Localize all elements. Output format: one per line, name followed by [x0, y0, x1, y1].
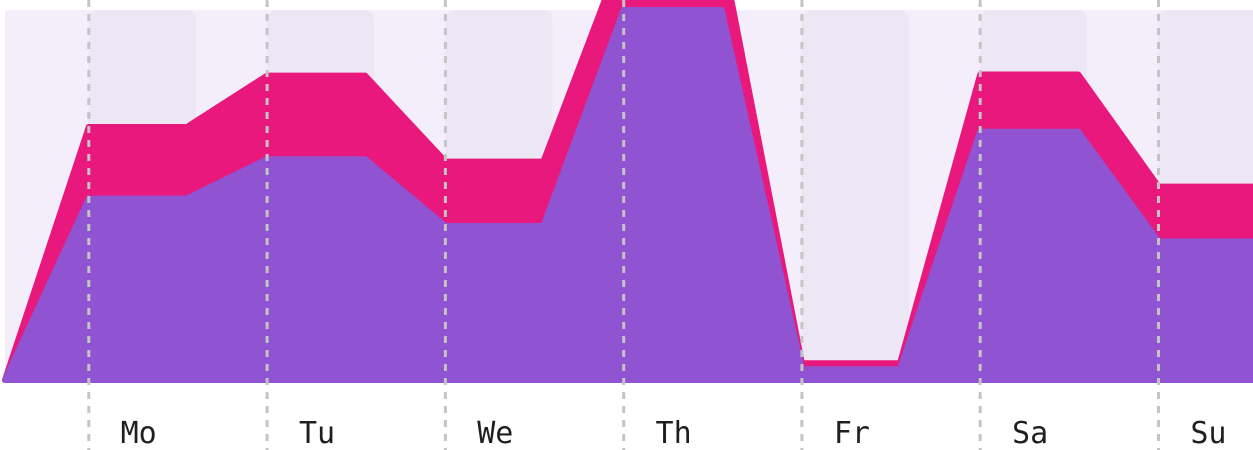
area-series — [2, 0, 1253, 383]
vertical-gridlines — [87, 0, 1160, 450]
x-tick-label: Mo — [121, 416, 157, 450]
x-tick-label: Th — [656, 416, 692, 450]
x-tick-label: We — [477, 416, 513, 450]
x-tick-label: Tu — [299, 416, 335, 450]
area-series-1 — [2, 7, 1253, 383]
x-tick-label: Fr — [834, 416, 870, 450]
x-tick-label: Sa — [1012, 416, 1048, 450]
x-axis-labels: Mo Tu We Th Fr Sa Su — [121, 416, 1227, 450]
background-band — [801, 10, 909, 380]
x-tick-label: Su — [1190, 416, 1226, 450]
